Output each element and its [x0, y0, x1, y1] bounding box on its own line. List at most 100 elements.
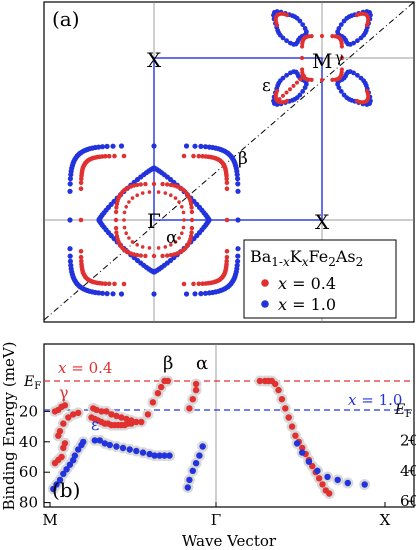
data-point-x10	[344, 479, 351, 487]
data-point-x10	[299, 449, 306, 456]
fs-point-m-tip-x04	[295, 80, 299, 85]
fs-point-beta-x10	[118, 291, 125, 297]
data-point-x04	[149, 399, 157, 406]
fermi-label-left: EF	[23, 374, 41, 392]
fs-point-beta-x10	[67, 181, 73, 187]
legend-marker-x04	[261, 279, 269, 287]
fs-point-beta-x10	[192, 143, 198, 149]
fs-point-lobe-x10	[358, 35, 364, 41]
fs-point-beta-x10	[235, 217, 241, 223]
panel-a-fermi-surface: (a) X X M γ Γ β α ε Ba1-xKxFe2As2 x = 0.…	[43, 1, 415, 323]
fs-point-lobe-x10	[336, 26, 342, 31]
fs-point-lobe-x10	[288, 40, 293, 46]
legend-text-x04: = 0.4	[287, 274, 336, 293]
fs-point-alpha-inner-x04	[169, 243, 173, 247]
fs-point-alpha-inner-x04	[122, 210, 127, 215]
data-point-x10	[56, 476, 64, 484]
fs-point-beta-x04	[78, 180, 84, 186]
data-point-x04	[113, 412, 120, 420]
x-point-label-top: X	[147, 48, 162, 72]
data-point-x10	[91, 437, 99, 444]
data-point-x04	[275, 386, 282, 394]
legend-label-x04: x = 0.4	[278, 274, 336, 293]
fs-point-m-square-x04	[300, 67, 305, 72]
beta-band-label-a: β	[238, 149, 248, 169]
fs-point-lobe-x04	[364, 23, 369, 28]
fs-point-beta-x10	[206, 290, 212, 296]
fs-point-alpha-inner-x04	[122, 218, 126, 222]
data-point-x04	[288, 423, 296, 430]
fs-point-beta-x04	[121, 281, 127, 287]
fs-point-alpha-inner-x04	[130, 196, 135, 200]
fs-point-alpha-inner-x04	[122, 225, 127, 230]
data-point-x10	[192, 460, 200, 467]
fs-point-beta-x10	[202, 290, 209, 296]
fs-point-beta-x10	[96, 144, 102, 150]
fs-point-alpha-x04	[114, 233, 120, 239]
panel-a-frame	[43, 1, 415, 323]
fs-point-lobe-x04	[285, 13, 290, 18]
data-point-x04	[98, 408, 105, 415]
fs-point-beta-x10	[183, 143, 190, 149]
fs-point-alpha-x10	[206, 216, 212, 223]
data-point-x10	[71, 452, 79, 459]
data-point-x04	[118, 414, 125, 421]
beta-band-label-b: β	[163, 353, 173, 374]
fs-point-m-square-x04	[299, 55, 305, 61]
fs-point-alpha-x04	[114, 205, 119, 210]
data-point-x04	[93, 406, 100, 414]
data-point-x10	[186, 476, 193, 484]
fs-point-beta-x10	[67, 217, 73, 223]
axis-ticks: 20 40 60 80 20 40 60 M Γ X	[19, 402, 416, 529]
fs-point-alpha-inner-x04	[140, 245, 145, 249]
data-point-x04	[60, 420, 67, 427]
fs-point-beta-x10	[99, 290, 106, 296]
data-point-x10	[314, 467, 321, 474]
y-tick-label-left: 20	[19, 402, 38, 420]
fs-point-alpha-inner-x04	[147, 246, 152, 250]
fs-point-beta-x10	[67, 258, 73, 264]
data-point-x04	[138, 418, 145, 426]
fs-point-m-tip-x04	[281, 93, 285, 98]
fs-point-beta-x10	[67, 188, 73, 194]
data-point-x10	[146, 450, 153, 458]
data-point-x10	[50, 485, 57, 493]
legend-label-x10: x = 1.0	[278, 295, 336, 314]
fs-point-alpha-inner-x04	[163, 245, 168, 249]
fs-point-lobe-x10	[341, 92, 347, 98]
fs-point-alpha-x04	[113, 209, 119, 215]
data-point-x10	[293, 440, 301, 447]
y-tick-label-left: 60	[19, 463, 38, 481]
fs-point-m-square-x04	[309, 34, 314, 39]
fs-point-beta-x04	[200, 281, 205, 287]
fs-point-beta-x04	[191, 281, 196, 287]
fs-point-alpha-x04	[143, 181, 148, 187]
fs-point-beta-x10	[234, 172, 240, 178]
data-point-x10	[53, 481, 60, 488]
data-point-x04	[154, 390, 162, 397]
fs-point-beta-x04	[78, 254, 84, 260]
fs-point-alpha-x04	[189, 230, 194, 235]
fs-point-beta-x04	[224, 254, 230, 260]
fs-point-alpha-x04	[113, 225, 119, 231]
fs-point-beta-x10	[235, 188, 241, 194]
fs-point-beta-x10	[99, 144, 106, 150]
fs-point-alpha-x04	[151, 181, 157, 187]
data-point-x04	[61, 440, 69, 447]
x-tick-label: Γ	[211, 511, 221, 529]
fs-point-m-tip-x04	[288, 87, 292, 92]
fs-point-lobe-x10	[355, 38, 360, 44]
fs-point-alpha-inner-x04	[173, 196, 178, 200]
fs-point-alpha-x04	[168, 252, 174, 258]
fs-point-beta-x04	[224, 180, 230, 186]
fs-point-beta-x04	[196, 281, 202, 287]
fs-point-alpha-inner-x04	[156, 190, 161, 194]
fs-point-beta-x04	[196, 153, 202, 159]
legend-marker-x10	[261, 300, 269, 308]
dispersion-points	[50, 377, 368, 497]
fs-point-beta-x04	[112, 153, 117, 159]
fs-point-m-tip-x04	[298, 77, 303, 82]
fs-point-alpha-inner-x04	[177, 236, 181, 240]
